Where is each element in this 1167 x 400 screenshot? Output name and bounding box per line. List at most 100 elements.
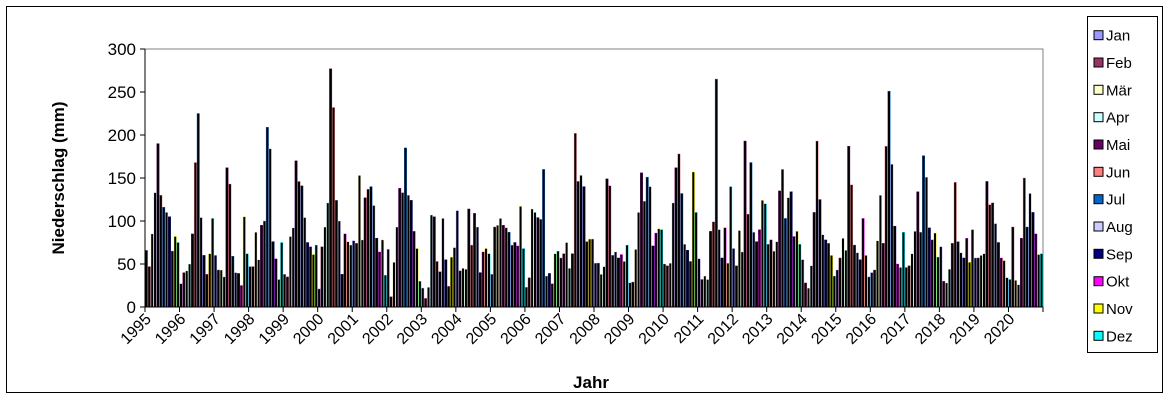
bar-jan-2014 (801, 259, 805, 308)
bar-sep-2001 (375, 237, 379, 308)
bar-sep-1997 (237, 273, 240, 308)
bar-jun-2019 (988, 204, 992, 308)
bar-jun-1998 (263, 220, 266, 308)
legend-label-jul: Jul (1106, 192, 1125, 209)
bar-feb-2019 (976, 257, 980, 308)
legend-label-aug: Aug (1106, 219, 1133, 236)
bar-dez-2009 (660, 229, 664, 308)
bar-aug-1995 (165, 212, 169, 308)
bar-feb-1996 (182, 272, 186, 308)
bar-feb-2015 (838, 257, 842, 308)
bar-sep-2009 (651, 245, 655, 308)
bar-mai-2002 (398, 188, 402, 308)
legend-label-nov: Nov (1106, 301, 1133, 318)
bar-jul-2010 (680, 193, 684, 308)
bar-dez-1999 (314, 244, 318, 308)
bar-okt-2004 (481, 251, 485, 308)
legend-swatch-nov (1093, 303, 1104, 314)
bar-apr-2003 (429, 214, 433, 308)
legend-swatch-mai (1093, 139, 1104, 150)
bar-mär-1997 (219, 269, 223, 308)
bar-okt-2007 (585, 241, 589, 308)
bar-okt-2002 (412, 231, 416, 308)
bar-okt-2003 (447, 286, 451, 308)
bar-mär-2019 (979, 255, 983, 308)
bar-aug-1999 (303, 217, 307, 308)
bar-jun-2005 (504, 227, 508, 308)
y-tick-label: 150 (108, 169, 136, 188)
bar-dez-2006 (556, 250, 560, 308)
bar-jun-2016 (884, 145, 888, 308)
bar-mär-2006 (530, 208, 534, 308)
legend-swatch-sep (1093, 248, 1104, 259)
bar-mär-2001 (358, 175, 361, 308)
bar-jul-2011 (714, 78, 718, 308)
bar-aug-2011 (717, 229, 721, 308)
bar-okt-2014 (827, 243, 830, 308)
bar-jan-2011 (697, 258, 701, 308)
bar-dez-2008 (625, 244, 629, 308)
bar-aug-2010 (683, 244, 687, 308)
bar-aug-2000 (337, 220, 341, 308)
bar-apr-1996 (188, 263, 192, 308)
bar-mai-2010 (674, 167, 678, 308)
bar-mär-2011 (703, 275, 707, 308)
bar-jan-2020 (1008, 279, 1012, 308)
legend-swatch-jun (1093, 166, 1104, 177)
bar-mär-2007 (565, 242, 569, 308)
bar-nov-2020 (1037, 254, 1041, 308)
bar-dez-2005 (522, 248, 525, 308)
bar-apr-2000 (326, 202, 330, 308)
bar-jun-1995 (159, 194, 163, 308)
bar-okt-2000 (343, 233, 347, 308)
bar-mär-2016 (876, 240, 879, 308)
bar-apr-2009 (637, 212, 641, 308)
x-axis-label: Jahr (573, 373, 609, 392)
bar-jan-2015 (835, 269, 839, 308)
bar-jul-2008 (611, 255, 615, 308)
bar-sep-2000 (340, 274, 344, 308)
bar-aug-2020 (1028, 193, 1032, 308)
bar-dez-2003 (452, 247, 456, 308)
bar-aug-2018 (959, 252, 963, 308)
bar-nov-2002 (415, 248, 419, 308)
bar-nov-2001 (381, 239, 384, 308)
bar-jan-2017 (904, 267, 908, 308)
bar-feb-2012 (735, 265, 738, 308)
bar-apr-2014 (809, 265, 813, 308)
bar-apr-2010 (671, 202, 675, 308)
bar-feb-1998 (251, 266, 255, 308)
bar-jul-2000 (334, 200, 338, 308)
bar-okt-1997 (239, 285, 243, 308)
bar-aug-2012 (752, 231, 756, 308)
legend-label-jun: Jun (1106, 164, 1130, 181)
bar-feb-2002 (389, 296, 393, 308)
bar-sep-1995 (168, 216, 171, 308)
bar-feb-2004 (458, 270, 462, 308)
bar-mai-2016 (881, 243, 885, 308)
bar-mai-2012 (743, 140, 747, 308)
bar-nov-2018 (968, 262, 972, 308)
legend-label-apr: Apr (1106, 110, 1129, 127)
bar-aug-2004 (476, 226, 479, 308)
bar-jul-2020 (1025, 226, 1029, 308)
legend: Jan Feb Mär Apr Mai Jun Jul Aug Sep Okt Nov Dez (1087, 16, 1158, 353)
bar-jan-2016 (870, 272, 874, 308)
bar-feb-2003 (424, 298, 428, 308)
bar-aug-2002 (406, 194, 410, 308)
bar-nov-2009 (657, 228, 661, 308)
bar-jan-2005 (490, 274, 494, 308)
bar-mär-2005 (496, 225, 500, 308)
y-tick-label: 100 (108, 212, 136, 231)
bar-mai-1997 (225, 167, 229, 308)
bar-mär-2002 (392, 262, 396, 308)
bar-dez-1996 (211, 218, 215, 308)
bar-jun-2015 (850, 184, 854, 308)
bar-jun-2012 (746, 213, 750, 308)
bar-mai-2018 (950, 243, 954, 308)
y-tick-label: 0 (127, 298, 136, 317)
bar-jun-2011 (712, 221, 715, 308)
bar-apr-1995 (153, 192, 157, 308)
bar-aug-1997 (234, 272, 238, 308)
bar-nov-2011 (726, 262, 730, 308)
